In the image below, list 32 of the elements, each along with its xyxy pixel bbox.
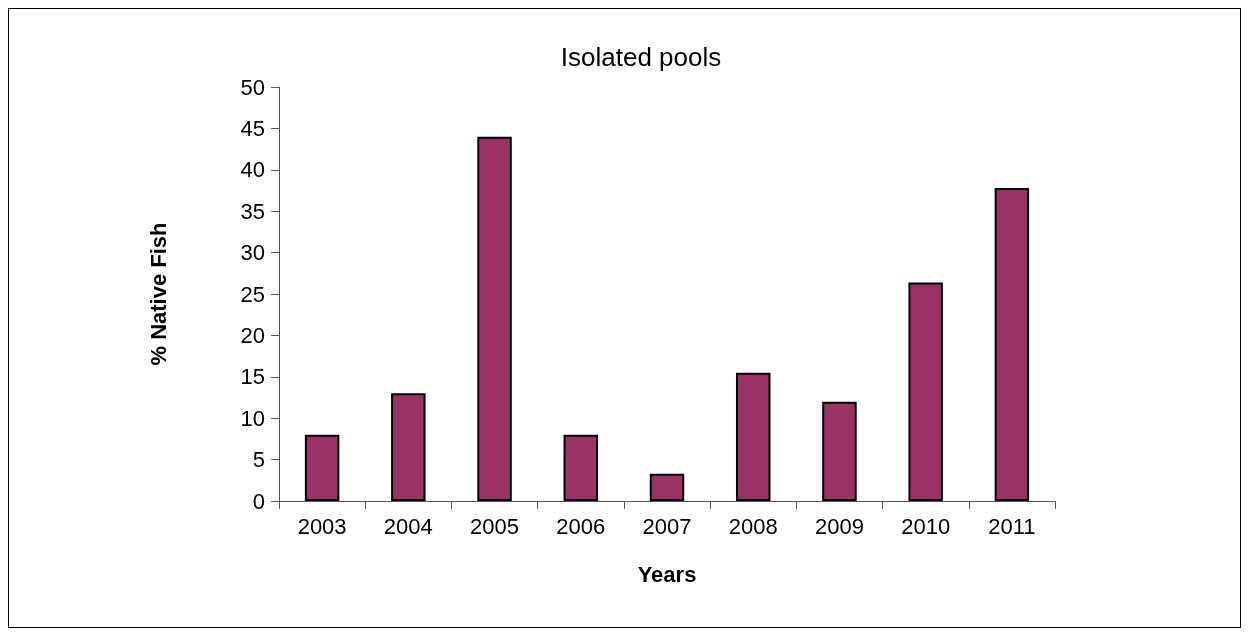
- y-tick-label: 0: [252, 488, 265, 514]
- bar: [304, 434, 340, 501]
- x-tick-label: 2004: [383, 513, 433, 539]
- y-tick-label: 15: [240, 364, 265, 390]
- y-tick-label: 30: [240, 240, 265, 266]
- x-tick-label: 2005: [470, 513, 520, 539]
- x-axis-title: Years: [637, 561, 697, 587]
- y-tick-label: 45: [240, 115, 265, 141]
- y-tick-label: 40: [240, 157, 265, 183]
- bar: [822, 401, 857, 501]
- bar: [563, 434, 599, 501]
- y-tick-label: 20: [240, 322, 265, 348]
- bar: [994, 188, 1030, 501]
- bar: [908, 282, 943, 501]
- y-tick-label: 50: [240, 74, 265, 100]
- bar: [477, 136, 512, 501]
- x-tick-label: 2008: [728, 513, 778, 539]
- bar: [391, 393, 426, 501]
- x-tick-label: 2010: [901, 513, 951, 539]
- y-tick-label: 35: [240, 198, 265, 224]
- y-tick-label: 10: [240, 405, 265, 431]
- x-tick-label: 2007: [642, 513, 692, 539]
- bar: [735, 372, 771, 501]
- x-tick-label: 2009: [814, 513, 864, 539]
- x-tick-label: 2003: [297, 513, 347, 539]
- bar: [649, 473, 685, 501]
- y-tick-label: 5: [252, 447, 265, 473]
- y-axis-title: % Native Fish: [145, 222, 171, 366]
- x-tick-label: 2011: [988, 513, 1036, 539]
- x-tick-label: 2006: [556, 513, 606, 539]
- chart-title: Isolated pools: [560, 42, 722, 72]
- y-tick-label: 25: [240, 281, 265, 307]
